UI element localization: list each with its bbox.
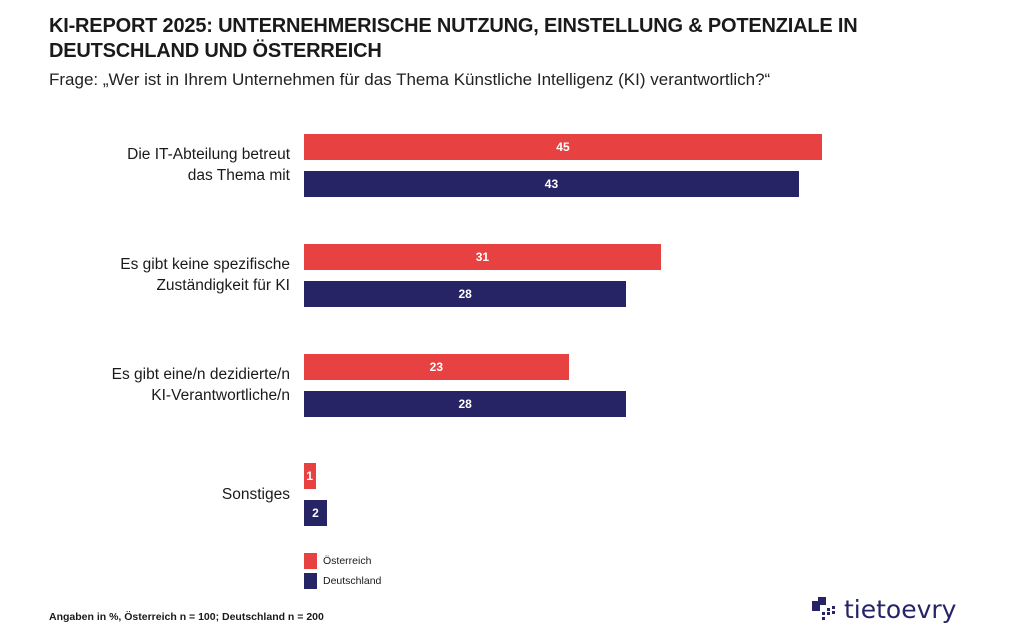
bar-deutschland: 2: [304, 500, 328, 526]
category-label: Es gibt eine/n dezidierte/n KI-Verantwort…: [30, 364, 290, 406]
data-label: 1: [306, 469, 314, 483]
category-label-line: Zuständigkeit für KI: [156, 277, 290, 294]
legend-label-oesterreich: Österreich: [323, 555, 372, 567]
bar-österreich: 1: [304, 463, 316, 489]
bar-deutschland: 28: [304, 391, 627, 417]
data-label: 31: [475, 250, 490, 264]
chart-title: KI-REPORT 2025: UNTERNEHMERISCHE NUTZUNG…: [49, 15, 858, 62]
legend-swatch-oesterreich: [304, 553, 317, 569]
category-label-line: Die IT-Abteilung betreut: [127, 146, 290, 163]
data-label: 28: [458, 397, 472, 411]
category-label-line: KI-Verantwortliche/n: [151, 387, 290, 404]
tietoevry-logo: tietoevry: [810, 592, 980, 633]
footnote: Angaben in %, Österreich n = 100; Deutsc…: [49, 611, 324, 623]
data-label: 2: [312, 506, 319, 520]
data-label: 45: [556, 140, 570, 154]
bar-deutschland: 43: [304, 171, 799, 197]
legend-swatch-deutschland: [304, 573, 317, 589]
bar-österreich: 45: [304, 134, 822, 160]
chart-subtitle: Frage: „Wer ist in Ihrem Unternehmen für…: [49, 70, 771, 89]
category-label: Die IT-Abteilung betreut das Thema mit: [30, 144, 290, 186]
category-label-line: Es gibt keine spezifische: [120, 256, 290, 273]
legend-label-deutschland: Deutschland: [323, 575, 382, 587]
bar-deutschland: 28: [304, 281, 627, 307]
bar-österreich: 23: [304, 354, 569, 380]
data-label: 28: [458, 287, 472, 301]
bar-österreich: 31: [304, 244, 661, 270]
category-label-line: Sonstiges: [221, 485, 290, 503]
svg-text:tietoevry: tietoevry: [844, 595, 957, 624]
category-label: Es gibt keine spezifische Zuständigkeit f…: [30, 254, 290, 296]
data-label: 43: [544, 177, 559, 191]
category-label-line: Es gibt eine/n dezidierte/n: [111, 366, 290, 383]
data-label: 23: [429, 360, 444, 374]
category-label-line: das Thema mit: [187, 167, 290, 184]
category-label: Sonstiges: [30, 484, 290, 505]
